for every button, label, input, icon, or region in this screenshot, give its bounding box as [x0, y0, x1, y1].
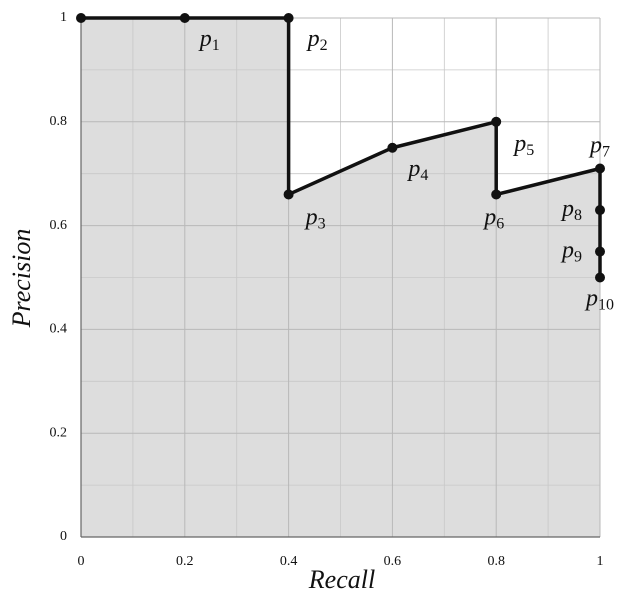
point-label-base: p: [198, 26, 212, 52]
point-label: p3: [304, 204, 326, 232]
point-label-sub: 5: [526, 141, 534, 158]
x-tick-label: 0.4: [280, 554, 298, 569]
point: [179, 13, 190, 23]
point-label-sub: 1: [212, 37, 220, 54]
point-label-sub: 3: [318, 215, 326, 232]
point-label: p1: [198, 26, 220, 54]
y-tick-label: 0.4: [50, 322, 68, 337]
point: [491, 116, 502, 127]
point-label-base: p: [588, 132, 602, 158]
point-label-base: p: [560, 237, 574, 263]
point-label-sub: 2: [320, 37, 328, 54]
point: [76, 13, 86, 23]
point: [595, 272, 605, 283]
point: [283, 189, 294, 200]
point-label: p6: [482, 204, 504, 232]
point-label-base: p: [304, 204, 318, 230]
point-label: p8: [560, 196, 582, 224]
point-label-base: p: [482, 204, 496, 230]
x-tick-label: 0.8: [487, 554, 505, 569]
point-label: p5: [512, 130, 534, 158]
point-label: p4: [406, 155, 428, 183]
point-label-base: p: [306, 26, 320, 52]
point-label-sub: 6: [496, 215, 504, 232]
y-tick-label: 0: [60, 529, 67, 544]
x-tick-label: 1: [597, 554, 604, 569]
x-tick-label: 0: [78, 554, 85, 569]
point-label-sub: 9: [574, 248, 582, 265]
point-label: p7: [588, 132, 610, 160]
point: [387, 142, 398, 153]
point: [595, 163, 605, 174]
point-label-base: p: [584, 285, 598, 311]
point: [595, 205, 605, 216]
y-tick-label: 1: [60, 10, 67, 25]
point: [595, 246, 605, 257]
y-tick-label: 0.8: [50, 114, 68, 129]
x-tick-label: 0.6: [384, 554, 402, 569]
y-axis-title: Precision: [7, 229, 36, 329]
point-label-sub: 8: [574, 207, 582, 224]
point-label-sub: 7: [602, 143, 610, 160]
y-tick-label: 0.6: [50, 218, 68, 233]
point-label-base: p: [512, 130, 526, 156]
x-axis-title: Recall: [308, 565, 375, 594]
point-label: p10: [584, 285, 614, 313]
point-label: p9: [560, 237, 582, 265]
y-tick-label: 0.2: [50, 425, 68, 440]
point-label-sub: 4: [420, 166, 428, 183]
point-label-base: p: [560, 196, 574, 222]
x-tick-label: 0.2: [176, 554, 194, 569]
point-label-sub: 10: [598, 296, 614, 313]
point-label-base: p: [406, 155, 420, 181]
point: [491, 189, 502, 200]
point: [283, 13, 294, 23]
point-label: p2: [306, 26, 328, 54]
